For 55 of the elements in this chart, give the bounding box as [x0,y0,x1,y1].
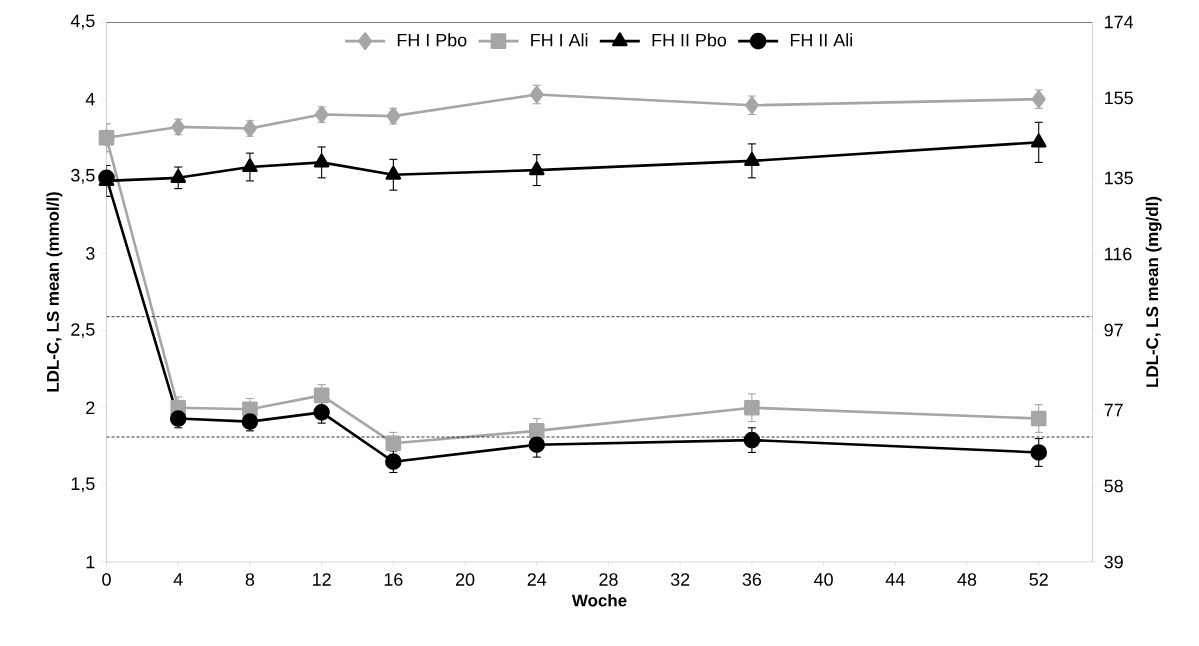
point [744,399,760,416]
y-tick-label: 3,5 [71,168,95,184]
y2-tick-label: 135 [1105,171,1133,185]
point [1030,133,1047,148]
point [743,431,761,449]
point [1030,444,1048,461]
point [313,387,330,404]
legend-label: FH I Pbo [397,33,467,47]
y-tick-label: 4 [85,92,95,106]
y-tick-label: 3 [86,247,95,260]
y2-tick-label: 77 [1104,403,1123,417]
x-tick-label: 44 [885,573,905,586]
point [169,410,187,427]
legend-label: FH II Pbo [652,33,727,47]
x-tick-label: 16 [384,573,403,586]
x-tick-label: 4 [173,573,183,586]
x-tick-label: 48 [957,573,977,586]
y2-axis-title: LDL-C, LS mean (mg/dl) [1145,196,1162,387]
point [242,158,258,173]
y-tick-label: 2,5 [71,323,95,338]
x-tick-label: 12 [313,573,331,586]
point [385,165,402,180]
point [313,404,330,421]
x-tick-label: 20 [455,573,475,586]
y2-tick-label: 97 [1104,323,1123,337]
x-axis-title: Woche [571,594,627,607]
x-tick-label: 32 [670,573,690,586]
x-tick-label: 52 [1029,573,1048,586]
x-tick-label: 24 [527,573,547,586]
legend-label: FH I Ali [531,33,588,47]
point [1030,410,1047,427]
y2-tick-label: 39 [1104,555,1123,569]
x-tick-label: 28 [599,573,618,586]
point [313,153,330,168]
y-tick-label: 1,5 [71,477,95,493]
x-tick-label: 36 [742,573,762,586]
y-tick-label: 2 [86,401,95,414]
x-tick-label: 0 [102,573,111,586]
x-tick-label: 8 [245,573,255,586]
point [385,435,402,451]
legend-label: FH II Ali [790,33,852,47]
point [385,453,402,471]
y2-tick-label: 58 [1104,479,1123,493]
point [744,152,760,166]
y-tick-label: 4,5 [70,14,95,30]
point [528,161,545,176]
y2-tick-label: 155 [1105,91,1133,105]
y2-tick-label: 116 [1105,247,1132,261]
y-tick-label: 1 [86,555,95,569]
x-tick-label: 40 [814,573,833,586]
y-axis-title: LDL-C, LS mean (mmol/l) [46,192,63,392]
point [528,423,545,439]
point [528,436,546,454]
y2-tick-label: 174 [1105,15,1134,29]
point [241,413,259,430]
